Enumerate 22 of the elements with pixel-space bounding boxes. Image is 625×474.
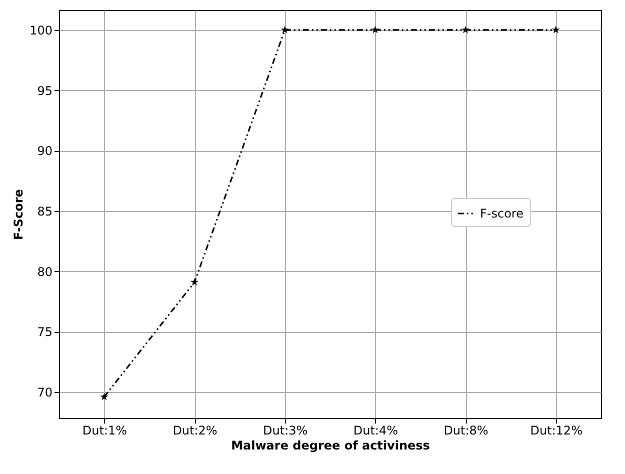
point (462, 26, 470, 34)
x-tick-label: Dut:3% (263, 424, 308, 438)
y-tick-label: 75 (37, 325, 52, 340)
y-tick-label: 85 (37, 204, 52, 218)
point (280, 26, 289, 34)
x-tick-label: Dut:8% (444, 424, 488, 438)
y-tick-label: 95 (37, 84, 52, 98)
y-axis-title: F-Score (12, 189, 26, 240)
x-tick-label: Dut:2% (172, 424, 218, 438)
point (371, 26, 380, 34)
y-tick-label: 100 (30, 23, 52, 38)
x-tick-label: Dut:12% (530, 424, 582, 438)
legend-label: F-score (480, 206, 524, 220)
y-tick-label: 70 (37, 386, 52, 400)
point (100, 392, 108, 400)
point (552, 26, 560, 34)
x-tick-label: Dut:1% (82, 424, 127, 438)
point (190, 278, 198, 286)
y-tick-label: 80 (37, 264, 52, 279)
x-tick-label: Dut:4% (353, 424, 398, 438)
x-axis-title: Malware degree of activiness (231, 438, 430, 452)
y-tick-label: 90 (37, 144, 52, 158)
